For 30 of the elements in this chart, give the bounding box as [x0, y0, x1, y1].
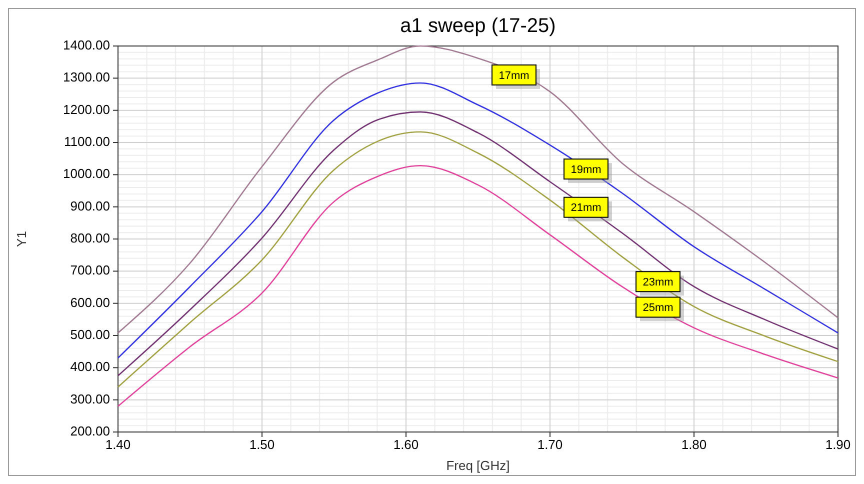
x-tick-label: 1.50: [249, 437, 275, 452]
y-tick-label: 1200.00: [63, 102, 110, 117]
y-tick-label: 200.00: [70, 423, 110, 438]
y-tick-label: 400.00: [70, 359, 110, 374]
line-series: [117, 45, 839, 334]
x-axis-title: Freq [GHz]: [446, 458, 510, 473]
line-series: [117, 165, 839, 407]
y-tick-label: 700.00: [70, 262, 110, 278]
y-tick-label: 800.00: [70, 230, 110, 246]
series-label: 21mm: [570, 202, 602, 214]
y-tick-label: 1000.00: [63, 166, 110, 182]
series-label: 25mm: [642, 302, 674, 314]
series-label: 17mm: [498, 70, 530, 82]
x-tick-label: 1.40: [105, 437, 131, 452]
y-tick-label: 1100.00: [64, 134, 110, 149]
y-tick-label: 300.00: [70, 391, 110, 406]
line-series: [117, 82, 839, 359]
y-axis-title: Y1: [14, 231, 29, 247]
y-tick-label: 1300.00: [63, 70, 110, 85]
y-tick-label: 600.00: [70, 294, 110, 310]
x-tick-label: 1.70: [537, 437, 563, 452]
chart-title: a1 sweep (17-25): [400, 15, 556, 37]
y-tick-label: 1400.00: [63, 37, 110, 52]
x-tick-label: 1.80: [681, 437, 707, 452]
series-label: 19mm: [570, 164, 602, 176]
x-tick-label: 1.60: [393, 437, 419, 452]
x-tick-label: 1.90: [825, 437, 851, 452]
series-label: 23mm: [642, 276, 674, 289]
y-tick-label: 500.00: [70, 326, 110, 342]
y-tick-label: 900.00: [70, 198, 110, 214]
